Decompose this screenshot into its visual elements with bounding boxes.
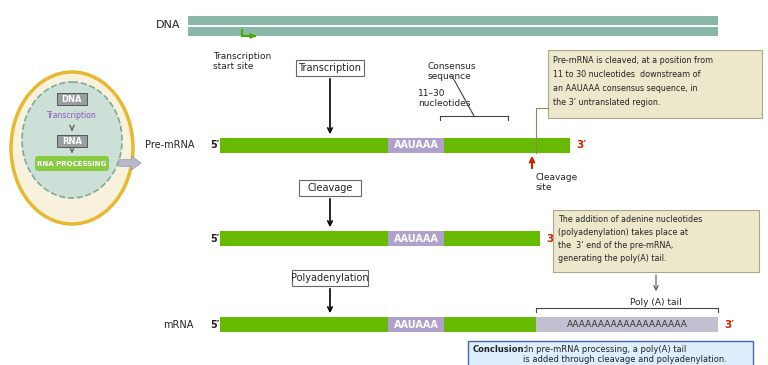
Bar <box>57 93 87 105</box>
Bar <box>296 60 364 76</box>
Text: Polyadenylation: Polyadenylation <box>291 273 369 283</box>
Bar <box>292 270 368 286</box>
Text: Consensus
sequence: Consensus sequence <box>428 62 476 81</box>
Text: 3′: 3′ <box>546 234 556 243</box>
Bar <box>220 138 388 153</box>
Text: Cleavage: Cleavage <box>307 183 353 193</box>
Text: Transcription
start site: Transcription start site <box>213 52 271 72</box>
Bar <box>57 135 87 147</box>
Text: (polyadenylation) takes place at: (polyadenylation) takes place at <box>558 228 688 237</box>
Bar <box>444 317 536 332</box>
Bar <box>388 317 444 332</box>
Bar <box>388 231 444 246</box>
Text: Poly (A) tail: Poly (A) tail <box>630 298 682 307</box>
Text: Conclusion:: Conclusion: <box>473 345 528 354</box>
Text: Cleavage
site: Cleavage site <box>536 173 578 192</box>
Text: 5′: 5′ <box>210 141 220 150</box>
Bar <box>220 231 388 246</box>
Text: the 3’ untranslated region.: the 3’ untranslated region. <box>553 98 660 107</box>
Text: DNA: DNA <box>155 20 180 30</box>
Text: 5′: 5′ <box>210 319 220 330</box>
Text: an AAUAAA consensus sequence, in: an AAUAAA consensus sequence, in <box>553 84 697 93</box>
Text: 3′: 3′ <box>576 141 586 150</box>
Ellipse shape <box>22 82 122 198</box>
Text: AAUAAA: AAUAAA <box>393 319 439 330</box>
Bar <box>548 50 762 118</box>
Bar <box>220 317 388 332</box>
Text: RNA PROCESSING: RNA PROCESSING <box>38 161 107 166</box>
Text: Transcription: Transcription <box>47 111 97 119</box>
Text: The addition of adenine nucleotides: The addition of adenine nucleotides <box>558 215 702 224</box>
FancyArrowPatch shape <box>119 156 141 170</box>
Text: RNA: RNA <box>62 137 82 146</box>
Bar <box>299 180 361 196</box>
Text: generating the poly(A) tail.: generating the poly(A) tail. <box>558 254 667 263</box>
Text: In pre-mRNA processing, a poly(A) tail
is added through cleavage and polyadenyla: In pre-mRNA processing, a poly(A) tail i… <box>523 345 727 364</box>
Text: the  3’ end of the pre-mRNA,: the 3’ end of the pre-mRNA, <box>558 241 674 250</box>
Text: AAUAAA: AAUAAA <box>393 141 439 150</box>
Bar <box>444 138 570 153</box>
Text: Transcription: Transcription <box>299 63 362 73</box>
Text: 3′: 3′ <box>724 319 734 330</box>
FancyBboxPatch shape <box>35 156 109 171</box>
Bar <box>536 317 718 332</box>
Text: AAUAAA: AAUAAA <box>393 234 439 243</box>
Text: DNA: DNA <box>61 95 82 104</box>
Text: AAAAAAAAAAAAAAAAAAA: AAAAAAAAAAAAAAAAAAA <box>567 320 687 329</box>
Bar <box>388 138 444 153</box>
Bar <box>188 27 718 36</box>
Bar <box>188 16 718 25</box>
Bar <box>553 210 759 272</box>
Text: Pre-mRNA: Pre-mRNA <box>144 141 194 150</box>
Text: 11 to 30 nucleotides  downstream of: 11 to 30 nucleotides downstream of <box>553 70 700 79</box>
Bar <box>444 231 540 246</box>
Text: mRNA: mRNA <box>164 319 194 330</box>
Ellipse shape <box>11 72 133 224</box>
Text: 5′: 5′ <box>210 234 220 243</box>
Bar <box>468 341 753 365</box>
Text: 11–30
nucleotides: 11–30 nucleotides <box>418 89 470 108</box>
Text: Pre-mRNA is cleaved, at a position from: Pre-mRNA is cleaved, at a position from <box>553 56 713 65</box>
